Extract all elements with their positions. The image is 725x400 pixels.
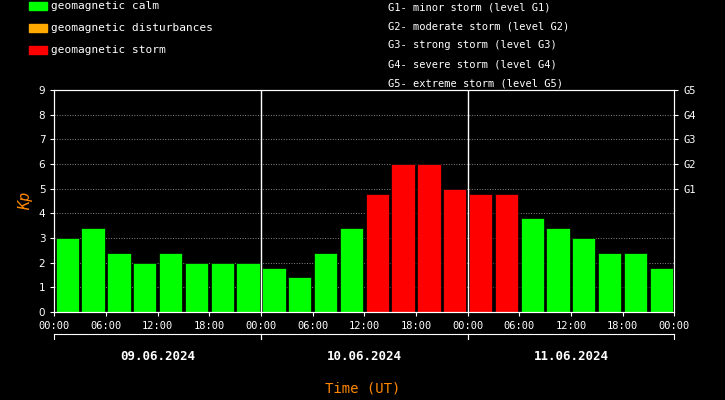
Bar: [598, 253, 621, 312]
Bar: [494, 194, 518, 312]
Bar: [365, 194, 389, 312]
Bar: [56, 238, 79, 312]
Bar: [418, 164, 441, 312]
Text: 11.06.2024: 11.06.2024: [534, 350, 608, 363]
Bar: [624, 253, 647, 312]
Bar: [185, 263, 208, 312]
Bar: [650, 268, 673, 312]
Bar: [81, 228, 104, 312]
Bar: [314, 253, 337, 312]
Bar: [340, 228, 363, 312]
Bar: [392, 164, 415, 312]
Text: 10.06.2024: 10.06.2024: [327, 350, 402, 363]
Bar: [288, 278, 311, 312]
Y-axis label: Kp: Kp: [18, 192, 33, 210]
Text: geomagnetic calm: geomagnetic calm: [51, 1, 160, 11]
Bar: [443, 189, 466, 312]
Bar: [159, 253, 182, 312]
Bar: [572, 238, 595, 312]
Text: G2- moderate storm (level G2): G2- moderate storm (level G2): [388, 21, 569, 31]
Text: geomagnetic disturbances: geomagnetic disturbances: [51, 23, 213, 33]
Bar: [133, 263, 157, 312]
Text: G1- minor storm (level G1): G1- minor storm (level G1): [388, 2, 550, 12]
Bar: [262, 268, 286, 312]
Text: G3- strong storm (level G3): G3- strong storm (level G3): [388, 40, 557, 50]
Text: G4- severe storm (level G4): G4- severe storm (level G4): [388, 60, 557, 70]
Bar: [469, 194, 492, 312]
Bar: [211, 263, 234, 312]
Bar: [521, 218, 544, 312]
Bar: [107, 253, 130, 312]
Text: G5- extreme storm (level G5): G5- extreme storm (level G5): [388, 79, 563, 89]
Text: geomagnetic storm: geomagnetic storm: [51, 45, 166, 55]
Bar: [236, 263, 260, 312]
Bar: [547, 228, 570, 312]
Text: Time (UT): Time (UT): [325, 382, 400, 396]
Text: 09.06.2024: 09.06.2024: [120, 350, 195, 363]
